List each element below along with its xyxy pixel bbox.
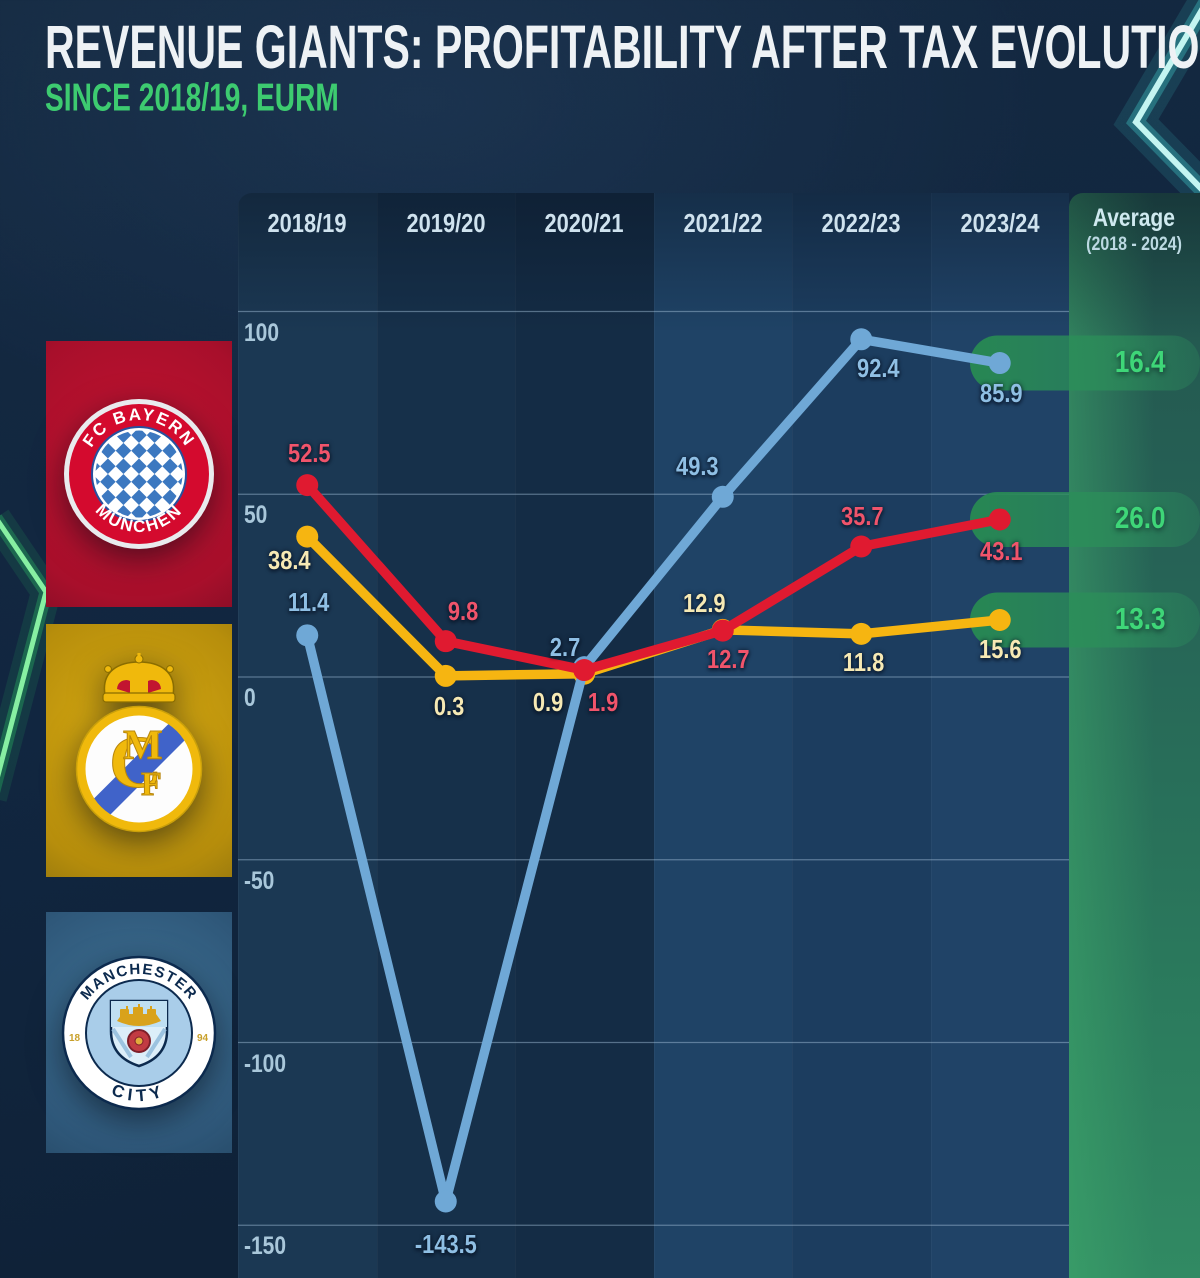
season-column — [238, 193, 377, 1278]
real-madrid-logo: C M F — [75, 652, 203, 832]
bayern-logo: FC BAYERN MÜNCHEN — [64, 399, 214, 549]
season-columns-panel — [238, 193, 1069, 1278]
svg-text:F: F — [141, 766, 162, 803]
svg-text:C: C — [109, 722, 162, 804]
city-year-left: 18 — [69, 1033, 81, 1044]
rose-icon — [127, 1028, 151, 1053]
man-city-logo: MANCHESTER CITY 18 94 — [61, 955, 217, 1110]
city-shield — [109, 999, 169, 1067]
ship-icon — [117, 1003, 161, 1026]
page-subtitle: SINCE 2018/19, EURM — [45, 76, 339, 120]
club-band-man-city: MANCHESTER CITY 18 94 — [46, 912, 232, 1153]
club-band-real-madrid: C M F — [46, 624, 232, 877]
crest-diagonal-band — [85, 714, 193, 823]
crown-icon — [102, 652, 176, 703]
page-title: REVENUE GIANTS: PROFITABILITY AFTER TAX … — [45, 13, 1200, 83]
neon-green-zigzag — [0, 509, 63, 802]
mcf-monogram: C M F — [109, 721, 164, 804]
city-year-right: 94 — [197, 1033, 209, 1044]
season-column — [792, 193, 931, 1278]
season-column — [930, 193, 1069, 1278]
club-band-bayern: FC BAYERN MÜNCHEN — [46, 341, 232, 607]
season-column — [653, 193, 792, 1278]
season-column — [515, 193, 654, 1278]
svg-text:M: M — [123, 723, 163, 769]
average-column-panel — [1069, 193, 1200, 1278]
season-column — [376, 193, 515, 1278]
